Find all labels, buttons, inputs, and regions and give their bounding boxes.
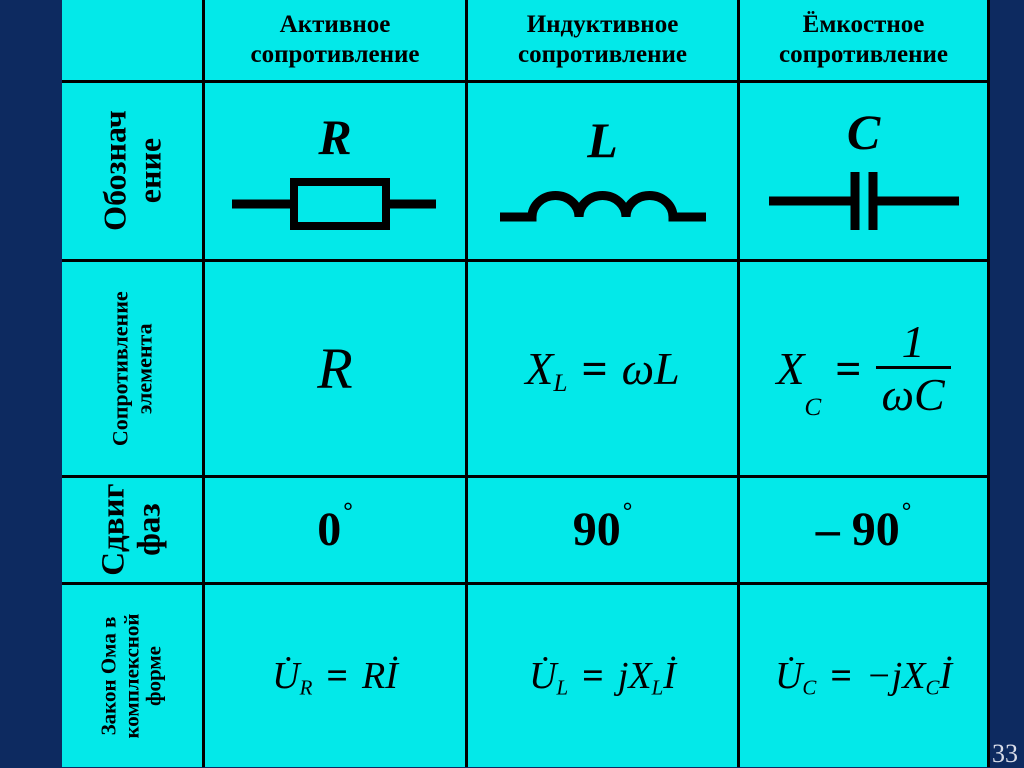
fraction-numerator: 1 <box>901 315 925 367</box>
formula-rhs: Rİ <box>362 655 398 697</box>
cell-phase-inductor: 90 ° <box>468 478 740 585</box>
formula-lhs: U̇ <box>529 655 557 697</box>
cell-ohm-inductor: U̇ L = jX L İ <box>468 585 740 767</box>
cell-designation-resistor: R <box>205 83 468 262</box>
row-header-text: Обознач <box>96 110 133 232</box>
equals-sign: = <box>581 343 608 394</box>
element-letter: R <box>318 109 352 165</box>
formula-rhs: −jX <box>866 655 926 697</box>
element-letter: C <box>846 104 881 160</box>
formula-rhs: İ <box>939 655 953 697</box>
formula-rhs: İ <box>663 655 676 697</box>
row-header-text: Сдвиг <box>95 483 132 577</box>
formula-subscript: R <box>299 675 313 700</box>
formula-subscript: L <box>556 675 569 700</box>
formula-rhs: ωL <box>621 343 680 394</box>
impedance-comparison-table: Активное сопротивление Индуктивное сопро… <box>62 0 990 767</box>
phase-value: – 90 <box>815 503 900 556</box>
cell-designation-capacitor: C <box>740 83 990 262</box>
column-header-text: сопротивление <box>518 41 687 68</box>
formula-lhs: X <box>776 343 805 394</box>
row-header-impedance: Сопротивление элемента <box>62 262 205 478</box>
column-header-text: Активное <box>279 10 391 38</box>
equals-sign: = <box>830 655 853 697</box>
formula-capacitive-reactance: X C = 1 ωC <box>776 315 951 422</box>
cell-ohm-resistor: U̇ R = Rİ <box>205 585 468 767</box>
formula-lhs: U̇ <box>774 655 803 697</box>
degree-sign: ° <box>901 499 912 525</box>
resistor-symbol-icon <box>232 178 436 230</box>
degree-sign: ° <box>343 499 353 525</box>
inductor-symbol-icon <box>499 191 706 222</box>
equals-sign: = <box>582 655 604 697</box>
formula-ohm-capacitor: U̇ C = −jX C İ <box>774 654 953 700</box>
formula-rhs: jX <box>617 655 652 697</box>
formula-subscript: L <box>651 675 664 700</box>
formula-ohm-resistor: U̇ R = Rİ <box>272 654 398 700</box>
cell-phase-resistor: 0 ° <box>205 478 468 585</box>
row-header-text: Закон Ома в <box>96 616 121 736</box>
formula-subscript: L <box>553 369 568 398</box>
degree-sign: ° <box>622 499 633 525</box>
equals-sign: = <box>326 655 348 697</box>
column-header-text: сопротивление <box>779 41 948 68</box>
row-header-ohm-law: Закон Ома в комплексной форме <box>62 585 205 767</box>
cell-impedance-capacitor: X C = 1 ωC <box>740 262 990 478</box>
capacitor-symbol-icon <box>768 172 959 230</box>
phase-value: 0 <box>317 503 342 556</box>
element-letter: L <box>587 112 618 168</box>
equals-sign: = <box>835 343 862 394</box>
row-header-text: элемента <box>131 323 156 414</box>
fraction: 1 ωC <box>875 315 951 420</box>
corner-cell <box>62 0 205 83</box>
formula-inductive-reactance: X L = ωL <box>525 342 680 398</box>
row-header-designation: Обознач ение <box>62 83 205 262</box>
row-header-text: Сопротивление <box>107 291 133 446</box>
row-header-text: комплексной <box>119 613 144 739</box>
fraction-denominator: ωC <box>875 366 951 419</box>
cell-designation-inductor: L <box>468 83 740 262</box>
row-header-phase: Сдвиг фаз <box>62 478 205 585</box>
row-header-text: ение <box>131 138 167 204</box>
cell-phase-capacitor: – 90 ° <box>740 478 990 585</box>
cell-impedance-resistor: R <box>205 262 468 478</box>
formula-subscript: C <box>804 393 822 422</box>
page-number: 33 <box>992 739 1018 768</box>
row-header-text: форме <box>142 645 167 707</box>
column-header-capacitive: Ёмкостное сопротивление <box>740 0 990 83</box>
formula-ohm-inductor: U̇ L = jX L İ <box>529 654 676 700</box>
column-header-text: Ёмкостное <box>802 10 925 38</box>
formula-subscript: C <box>925 675 940 700</box>
column-header-active: Активное сопротивление <box>205 0 468 83</box>
formula-resistance: R <box>317 336 353 401</box>
cell-impedance-inductor: X L = ωL <box>468 262 740 478</box>
row-header-text: фаз <box>130 503 167 557</box>
formula-lhs: U̇ <box>272 655 300 697</box>
formula-lhs: X <box>525 343 554 394</box>
column-header-text: сопротивление <box>250 41 420 68</box>
column-header-inductive: Индуктивное сопротивление <box>468 0 740 83</box>
column-header-text: Индуктивное <box>526 10 679 38</box>
phase-value: 90 <box>572 503 621 556</box>
cell-ohm-capacitor: U̇ C = −jX C İ <box>740 585 990 767</box>
formula-subscript: C <box>802 675 817 700</box>
